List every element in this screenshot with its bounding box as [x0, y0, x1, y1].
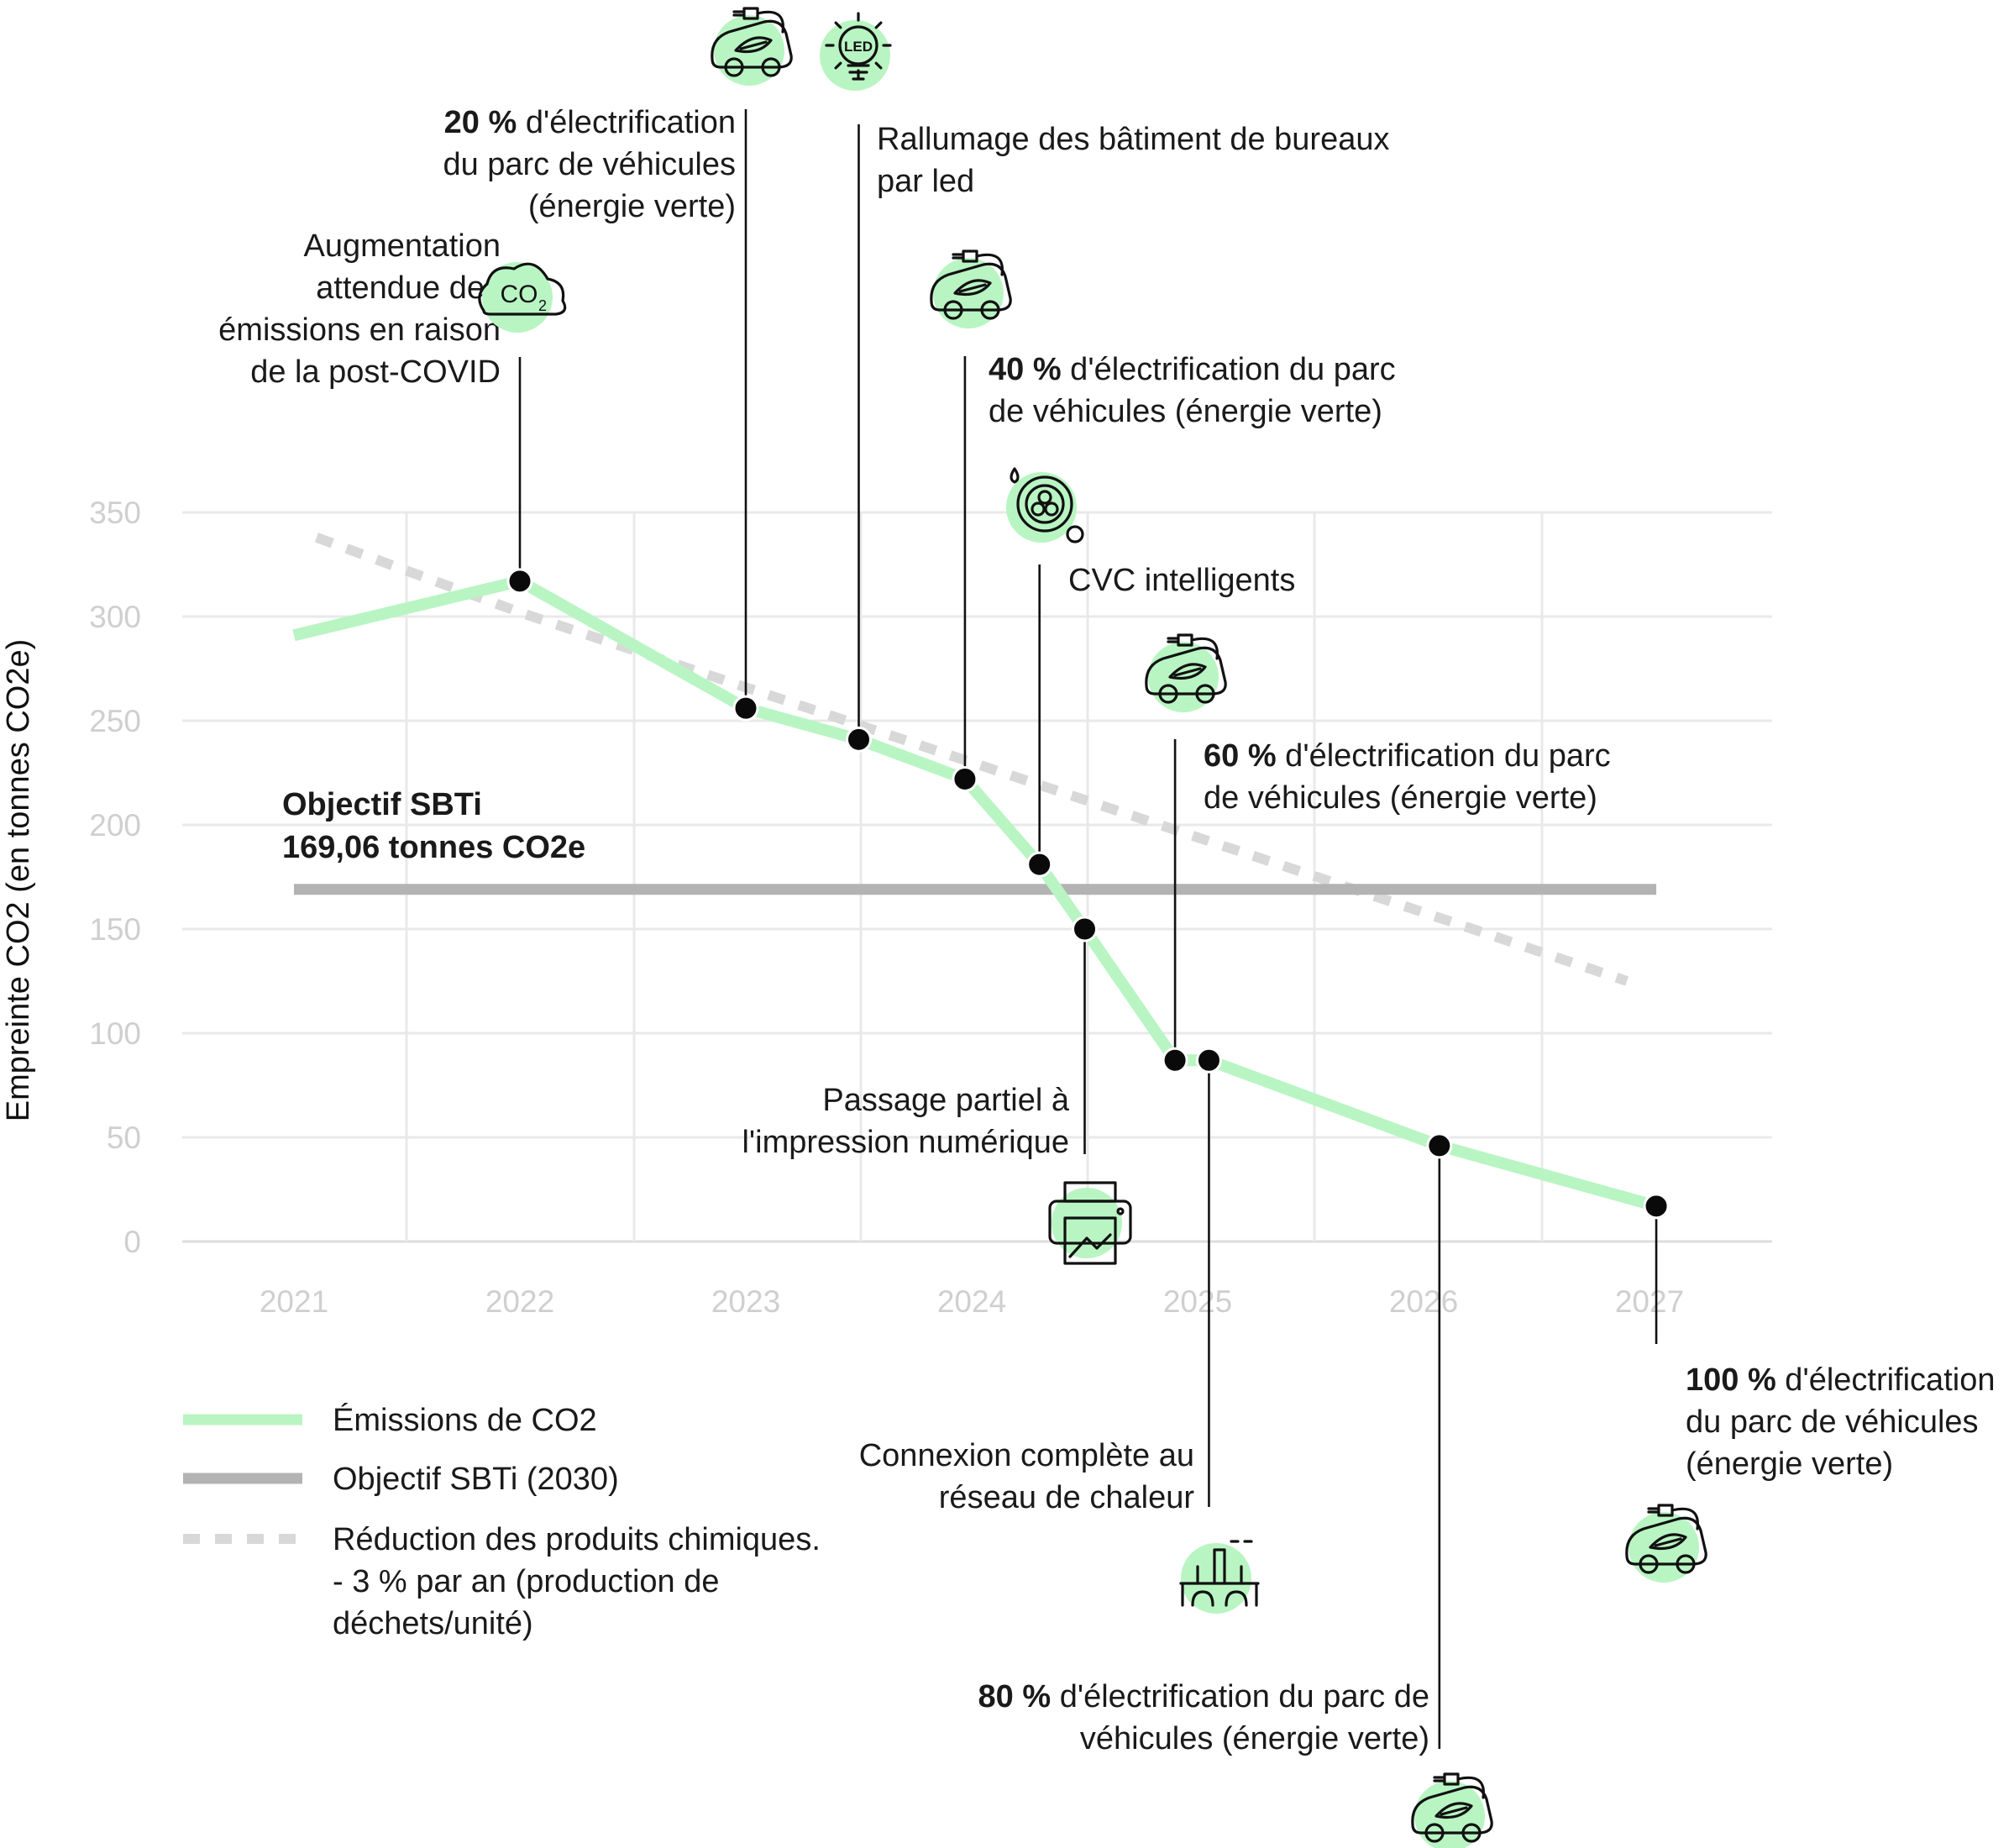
y-tick-label: 300 — [89, 600, 141, 634]
annotation-text: attendue des — [316, 270, 501, 306]
x-tick-label: 2024 — [937, 1284, 1006, 1319]
target-label-line2: 169,06 tonnes CO2e — [282, 830, 585, 865]
legend-label: Émissions de CO2 — [333, 1402, 597, 1438]
legend-label: Réduction des produits chimiques. — [333, 1522, 821, 1557]
annotation-text: Connexion complète au — [859, 1438, 1194, 1473]
co2-cloud-icon: CO 2 — [478, 262, 567, 333]
svg-text:CO: CO — [501, 281, 538, 308]
annotation: Rallumage des bâtiment de bureaux par led… — [820, 12, 1390, 740]
annotation-text: émissions en raison — [218, 312, 501, 348]
y-tick-label: 350 — [89, 496, 141, 530]
data-point — [952, 765, 978, 792]
annotation-text: CVC intelligents — [1068, 563, 1295, 598]
milestone-markers — [506, 568, 1670, 1220]
data-point — [1643, 1193, 1670, 1220]
annotation-text: l'impression numérique — [742, 1125, 1069, 1160]
legend-item: Réduction des produits chimiques. - 3 % p… — [183, 1522, 821, 1641]
annotation: 40 % d'électrification du parc de véhicul… — [930, 249, 1396, 780]
milestone-annotations: Augmentation attendue des émissions en rai… — [218, 7, 1995, 1848]
annotation-text: 60 % d'électrification du parc — [1204, 738, 1611, 774]
annotation-text: par led — [877, 164, 974, 199]
x-tick-label: 2026 — [1389, 1284, 1458, 1319]
annotation-text: Rallumage des bâtiment de bureaux — [877, 122, 1390, 157]
data-point — [846, 726, 872, 753]
annotation-text: véhicules (énergie verte) — [1080, 1721, 1429, 1756]
data-point — [1072, 916, 1098, 942]
electric-car-icon — [1411, 1772, 1493, 1848]
annotation-text: réseau de chaleur — [939, 1480, 1195, 1515]
annotation-text: 100 % d'électrification — [1686, 1362, 1995, 1398]
y-tick-label: 200 — [89, 808, 141, 843]
y-tick-label: 50 — [107, 1121, 141, 1155]
data-point — [1026, 851, 1053, 878]
y-tick-label: 0 — [123, 1225, 141, 1259]
annotation-text: Augmentation — [304, 228, 501, 264]
annotation: 100 % d'électrification du parc de véhicu… — [1625, 1205, 1995, 1583]
x-tick-label: 2023 — [711, 1284, 780, 1319]
legend-label: déchets/unité) — [333, 1606, 533, 1641]
data-point — [1195, 1047, 1222, 1074]
annotation-text: de la post-COVID — [250, 354, 501, 390]
electric-car-icon — [930, 249, 1012, 328]
annotation: 80 % d'électrification du parc de véhicul… — [978, 1145, 1493, 1848]
data-point — [506, 568, 533, 595]
printer-icon — [1048, 1181, 1132, 1265]
x-axis-ticks: 2021 2022 2023 2024 2025 2026 2027 — [260, 1284, 1684, 1319]
annotation-text: du parc de véhicules — [443, 147, 736, 182]
annotation-text: de véhicules (énergie verte) — [1204, 780, 1597, 816]
annotation-text: 80 % d'électrification du parc de — [978, 1679, 1429, 1714]
svg-text:LED: LED — [844, 39, 873, 55]
annotation-text: (énergie verte) — [528, 189, 736, 224]
y-tick-label: 150 — [89, 912, 141, 947]
annotation-text: de véhicules (énergie verte) — [989, 394, 1382, 429]
data-point — [1426, 1132, 1453, 1159]
chart-legend: Émissions de CO2 Objectif SBTi (2030) Rédu… — [183, 1402, 821, 1641]
annotation-text: 20 % d'électrification — [444, 105, 736, 140]
led-bulb-icon: LED — [820, 12, 892, 91]
heating-network-icon — [1179, 1540, 1260, 1614]
smart-hvac-icon — [1006, 467, 1084, 543]
y-axis-label: Empreinte CO2 (en tonnes CO2e) — [1, 639, 36, 1122]
annotation-text: 40 % d'électrification du parc — [989, 352, 1396, 387]
x-tick-label: 2022 — [485, 1284, 554, 1319]
annotation: Connexion complète au réseau de chaleur — [859, 1060, 1260, 1614]
x-tick-label: 2027 — [1615, 1284, 1684, 1319]
annotation-text: (énergie verte) — [1686, 1446, 1893, 1482]
annotation: 60 % d'électrification du parc de véhicul… — [1145, 633, 1611, 1061]
x-tick-label: 2021 — [260, 1284, 328, 1319]
electric-car-icon — [1625, 1504, 1707, 1583]
target-label: Objectif SBTi 169,06 tonnes CO2e — [282, 787, 585, 865]
svg-text:2: 2 — [538, 297, 547, 314]
target-label-line1: Objectif SBTi — [282, 787, 482, 822]
y-tick-label: 100 — [89, 1016, 141, 1051]
electric-car-icon — [1145, 633, 1227, 712]
legend-label: Objectif SBTi (2030) — [333, 1462, 619, 1497]
annotation: Augmentation attendue des émissions en rai… — [218, 228, 567, 581]
x-tick-label: 2025 — [1163, 1284, 1232, 1319]
annotation-text: du parc de véhicules — [1686, 1404, 1979, 1440]
annotation-text: Passage partiel à — [822, 1083, 1069, 1118]
legend-item: Émissions de CO2 — [183, 1402, 597, 1438]
data-point — [732, 695, 759, 722]
electric-car-icon — [711, 7, 793, 86]
legend-item: Objectif SBTi (2030) — [183, 1462, 619, 1497]
annotation: 20 % d'électrification du parc de véhicul… — [443, 7, 793, 709]
y-tick-label: 250 — [89, 704, 141, 738]
data-point — [1162, 1047, 1188, 1074]
annotation: Passage partiel à l'impression numérique — [742, 929, 1132, 1265]
y-axis-ticks: 0 50 100 150 200 250 300 350 — [89, 496, 141, 1259]
legend-label: - 3 % par an (production de — [333, 1564, 720, 1599]
annotation: CVC intelligents — [1006, 467, 1295, 865]
